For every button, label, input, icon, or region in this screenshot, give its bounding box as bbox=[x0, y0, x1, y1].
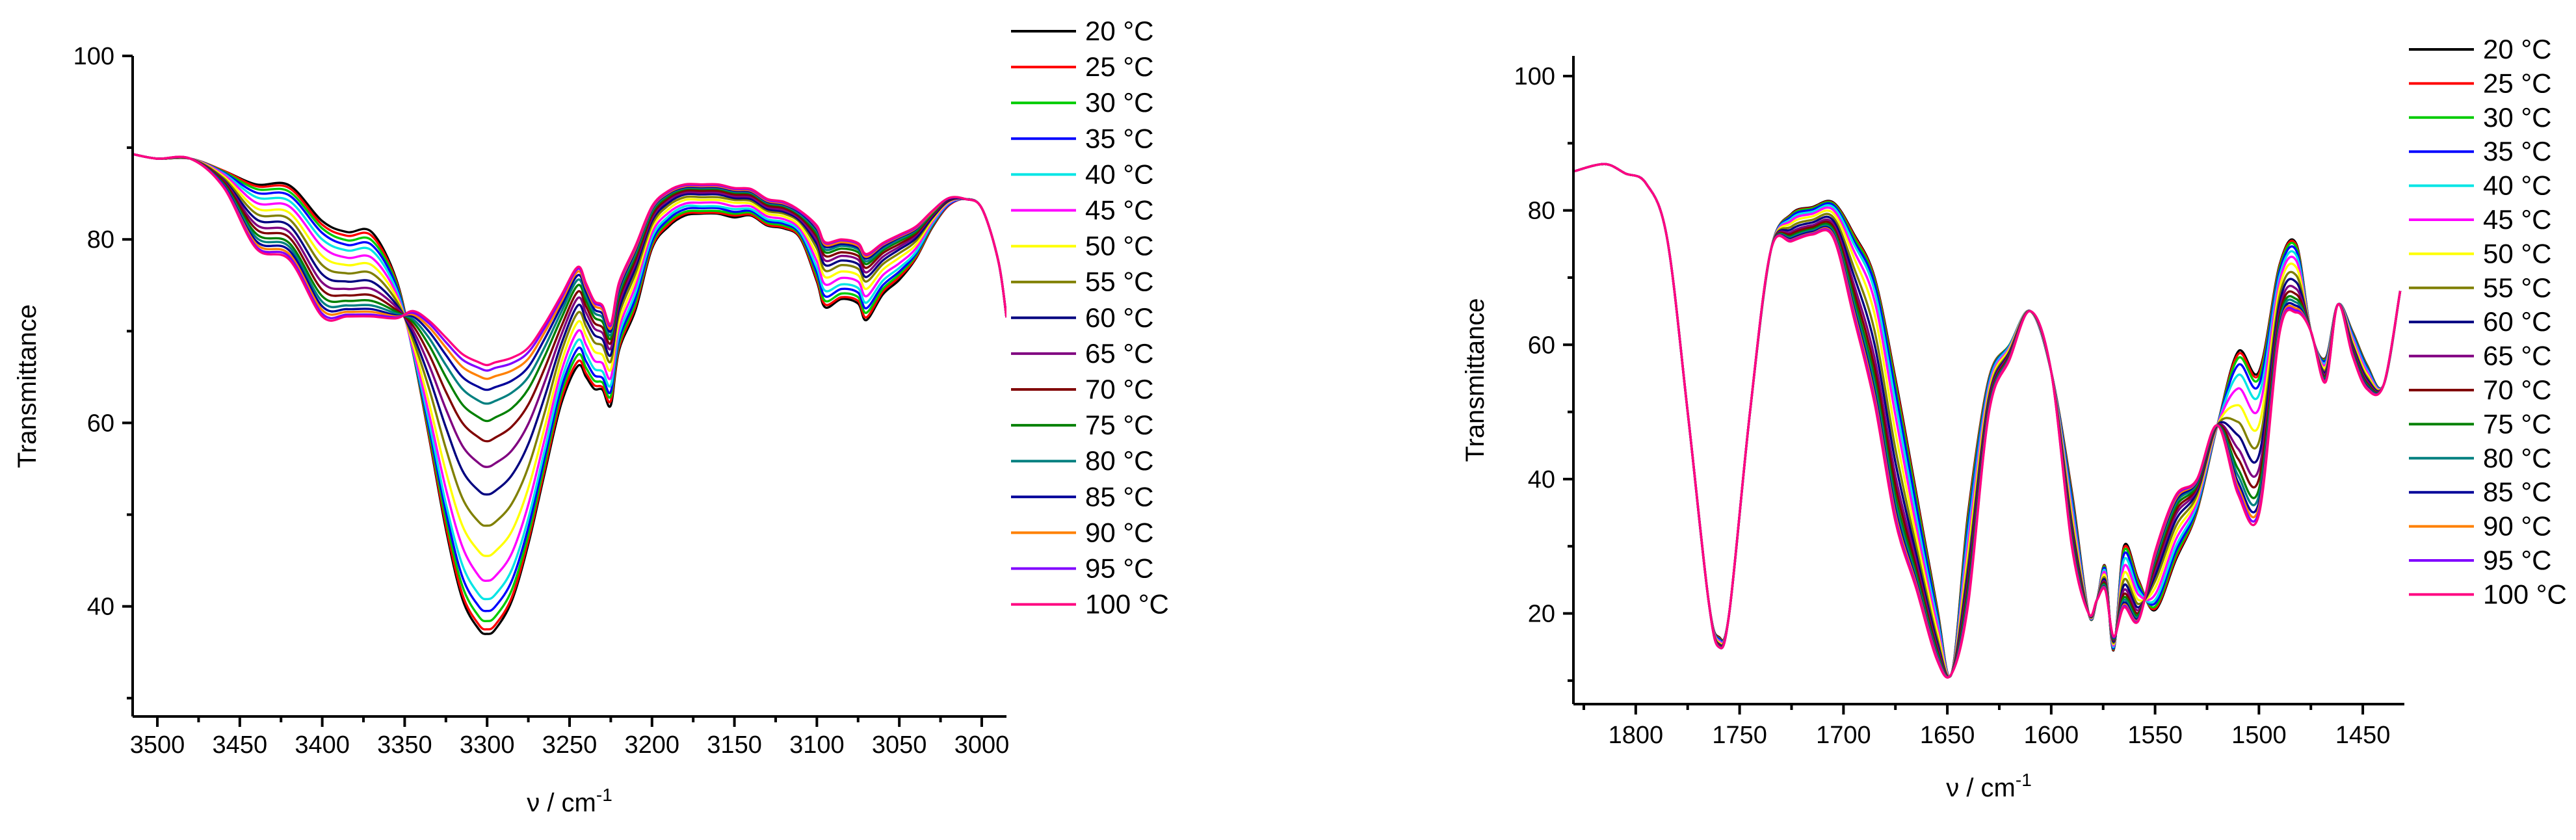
series-line-25c bbox=[133, 153, 1006, 631]
legend-label: 40 °C bbox=[1085, 159, 1154, 189]
legend-label: 55 °C bbox=[2483, 272, 2552, 303]
x-tick-label: 3050 bbox=[872, 731, 927, 759]
y-tick-label: 80 bbox=[1528, 198, 1555, 225]
x-tick-label: 1600 bbox=[2024, 722, 2079, 749]
series-line-35c bbox=[133, 153, 1006, 612]
legend-label: 30 °C bbox=[2483, 102, 2552, 133]
x-tick-label: 1750 bbox=[1712, 722, 1767, 749]
x-axis-title: ν / cm-1 bbox=[527, 785, 612, 817]
legend-label: 65 °C bbox=[2483, 341, 2552, 371]
legend-label: 80 °C bbox=[2483, 443, 2552, 473]
x-tick-label: 3350 bbox=[377, 731, 432, 759]
legend-label: 100 °C bbox=[1085, 589, 1169, 620]
series-line-40c bbox=[133, 153, 1006, 601]
x-axis-title: ν / cm-1 bbox=[1946, 770, 2032, 802]
legend-label: 75 °C bbox=[2483, 408, 2552, 439]
legend-label: 100 °C bbox=[2483, 579, 2567, 609]
legend-label: 55 °C bbox=[1085, 267, 1154, 297]
series-line-100c bbox=[1573, 163, 2402, 679]
x-tick-label: 1550 bbox=[2127, 722, 2183, 749]
series-group bbox=[133, 153, 1006, 635]
legend: 20 °C 25 °C 30 °C 35 °C 40 °C 45 °C 50 °C 55 °C… bbox=[1011, 16, 1169, 620]
legend-label: 70 °C bbox=[1085, 374, 1154, 404]
legend-label: 95 °C bbox=[1085, 553, 1154, 584]
legend-label: 60 °C bbox=[1085, 302, 1154, 333]
legend-label: 45 °C bbox=[2483, 204, 2552, 235]
y-axis-title: Transmittance bbox=[13, 304, 42, 468]
legend-label: 50 °C bbox=[2483, 238, 2552, 269]
series-line-55c bbox=[133, 153, 1006, 527]
legend-label: 80 °C bbox=[1085, 445, 1154, 476]
legend-label: 25 °C bbox=[1085, 51, 1154, 82]
x-tick-label: 1700 bbox=[1816, 722, 1871, 749]
y-tick-label: 100 bbox=[1514, 63, 1555, 90]
legend-label: 25 °C bbox=[2483, 68, 2552, 98]
x-tick-label: 3150 bbox=[707, 731, 762, 759]
chart-2: 20 40 60 80 100 1800 1750 1700 1650 1600 1550 1500 1… bbox=[1461, 34, 2567, 802]
y-tick-label: 100 bbox=[73, 43, 114, 70]
legend-label: 35 °C bbox=[1085, 123, 1154, 153]
y-tick-label: 40 bbox=[87, 594, 114, 621]
legend-label: 45 °C bbox=[1085, 195, 1154, 226]
x-tick-label: 1450 bbox=[2335, 722, 2391, 749]
legend-label: 30 °C bbox=[1085, 87, 1154, 118]
x-tick-label: 3250 bbox=[542, 731, 598, 759]
legend-label: 35 °C bbox=[2483, 136, 2552, 166]
series-line-30c bbox=[133, 153, 1006, 623]
series-line-60c bbox=[133, 153, 1006, 496]
series-line-100c bbox=[133, 153, 1006, 367]
series-line-50c bbox=[133, 153, 1006, 557]
y-axis-title: Transmittance bbox=[1461, 298, 1490, 462]
series-line-65c bbox=[133, 153, 1006, 468]
legend-label: 50 °C bbox=[1085, 231, 1154, 261]
x-tick-label: 3000 bbox=[954, 731, 1010, 759]
y-tick-label: 40 bbox=[1528, 466, 1555, 493]
legend-label: 95 °C bbox=[2483, 545, 2552, 575]
legend-label: 20 °C bbox=[1085, 16, 1154, 46]
y-tick-label: 20 bbox=[1528, 601, 1555, 628]
x-tick-label: 3400 bbox=[295, 731, 350, 759]
series-line-45c bbox=[133, 153, 1006, 583]
legend-label: 85 °C bbox=[2483, 477, 2552, 507]
x-tick-label: 1650 bbox=[1920, 722, 1975, 749]
legend-label: 70 °C bbox=[2483, 374, 2552, 405]
series-line-20c bbox=[133, 153, 1006, 635]
x-tick-label: 3500 bbox=[130, 731, 185, 759]
legend-label: 90 °C bbox=[2483, 511, 2552, 542]
legend-label: 40 °C bbox=[2483, 170, 2552, 201]
legend-label: 75 °C bbox=[1085, 410, 1154, 440]
legend-label: 85 °C bbox=[1085, 481, 1154, 512]
series-group bbox=[1573, 163, 2402, 679]
x-tick-label: 3200 bbox=[625, 731, 680, 759]
x-tick-label: 1800 bbox=[1609, 722, 1664, 749]
chart-1: 40 60 80 100 3500 3450 3400 3350 3300 3250 3200 315… bbox=[13, 16, 1169, 817]
y-tick-label: 60 bbox=[87, 410, 114, 437]
x-tick-label: 3450 bbox=[213, 731, 268, 759]
x-tick-label: 3300 bbox=[460, 731, 515, 759]
x-tick-label: 1500 bbox=[2231, 722, 2287, 749]
y-tick-label: 80 bbox=[87, 226, 114, 254]
legend-label: 65 °C bbox=[1085, 338, 1154, 369]
legend-label: 60 °C bbox=[2483, 306, 2552, 337]
legend: 20 °C 25 °C 30 °C35 °C 40 °C45 °C50 °C55 °C… bbox=[2409, 34, 2567, 609]
legend-label: 90 °C bbox=[1085, 517, 1154, 547]
x-tick-label: 3100 bbox=[789, 731, 845, 759]
legend-label: 20 °C bbox=[2483, 34, 2552, 64]
y-tick-label: 60 bbox=[1528, 332, 1555, 359]
